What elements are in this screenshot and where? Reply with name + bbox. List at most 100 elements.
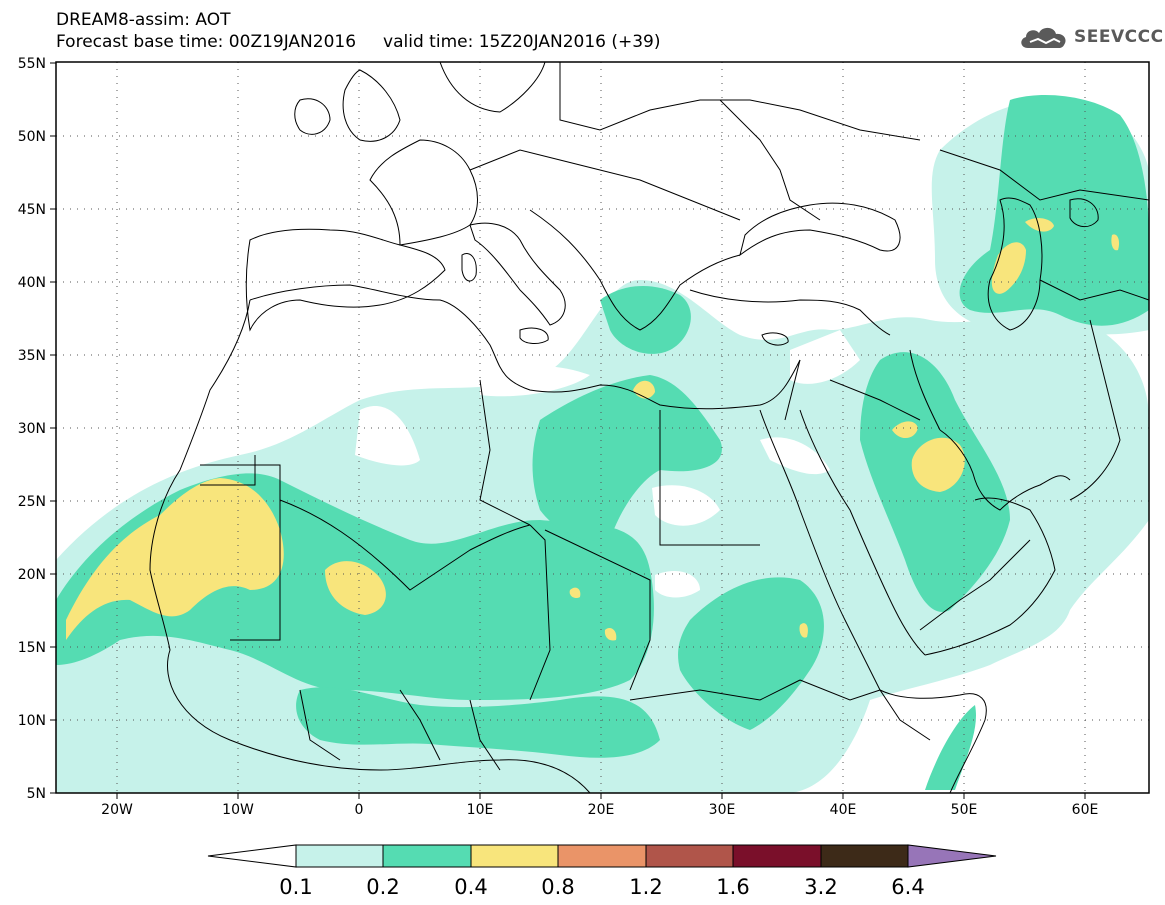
map-title: DREAM8-assim: AOT [56, 10, 231, 30]
aot-band-0.2-0.4 [56, 95, 1149, 790]
coast-levant [784, 359, 801, 421]
coast-france [369, 139, 478, 246]
aot-yellow-mauritania [66, 478, 284, 640]
colorbar-box-1.6-3.2 [732, 844, 822, 868]
colorbar-label-0.4: 0.4 [454, 875, 487, 899]
border-west-africa-south [299, 689, 341, 761]
colorbar-box-1.2-1.6 [645, 844, 734, 868]
colorbar-box-0.8-1.2 [557, 844, 647, 868]
coast-aral [1069, 198, 1099, 227]
border-sudan-south [629, 679, 801, 701]
aot-yellow-iraq [892, 421, 918, 439]
lon-label-60e: 60E [1072, 802, 1099, 818]
lat-label-50n: 50N [18, 129, 46, 145]
seevccc-logo: SEEVCCC [1018, 22, 1164, 52]
coast-britain [342, 69, 401, 142]
aot-yellow-chad-1 [569, 587, 581, 599]
colorbar-label-6.4: 6.4 [891, 875, 924, 899]
border-iran-east [1069, 319, 1121, 501]
aot-green-sahel [296, 687, 660, 758]
aot-green-libya-egypt [532, 375, 722, 541]
lat-label-15n: 15N [18, 640, 46, 656]
border-algeria-mali [279, 499, 531, 591]
border-turkmen [1039, 279, 1149, 301]
aot-yellow-chad-2 [604, 628, 617, 641]
colorbar-label-3.2: 3.2 [804, 875, 837, 899]
colorbar-box-3.2-6.4 [820, 844, 909, 868]
coast-iberia [245, 228, 446, 332]
coast-west-africa [149, 299, 591, 793]
border-niger-chad [529, 524, 551, 701]
lat-label-25n: 25N [18, 494, 46, 510]
colorbar-labels: 0.1 0.2 0.4 0.8 1.2 1.6 3.2 6.4 [279, 875, 924, 899]
coast-red-sea-east [799, 409, 926, 656]
lon-label-0: 0 [355, 802, 364, 818]
lat-labels: 55N 50N 45N 40N 35N 30N 25N 20N 15N 10N … [18, 56, 46, 802]
coast-ireland [294, 98, 331, 135]
coast-cyprus [761, 332, 789, 346]
lon-label-20e: 20E [588, 802, 615, 818]
colorbar-label-0.8: 0.8 [541, 875, 574, 899]
aot-green-sudan [678, 577, 824, 730]
lat-label-30n: 30N [18, 421, 46, 437]
coast-sardinia [461, 253, 477, 282]
axis-ticks [50, 62, 1086, 799]
lon-labels: 20W 10W 0 10E 20E 30E 40E 50E 60E [101, 802, 1098, 818]
aot-field [56, 95, 1149, 793]
lat-label-35n: 35N [18, 348, 46, 364]
map-subtitle-times: Forecast base time: 00Z19JAN2016 valid t… [56, 32, 661, 52]
lon-label-30e: 30E [709, 802, 736, 818]
colorbar-label-0.2: 0.2 [366, 875, 399, 899]
lon-label-40e: 40E [830, 802, 857, 818]
aot-band-below-0.1 [56, 330, 860, 598]
coast-black-sea [739, 202, 901, 257]
coast-balkans [529, 209, 741, 331]
border-iraq-iran [909, 349, 941, 431]
lat-label-20n: 20N [18, 567, 46, 583]
coast-sicily [519, 327, 549, 344]
lon-label-10w: 10W [222, 802, 254, 818]
border-saudi-north [829, 379, 921, 421]
coast-horn [879, 689, 987, 793]
coast-red-sea-west [759, 409, 881, 691]
logo-text: SEEVCCC [1074, 27, 1164, 47]
border-nigeria [399, 689, 441, 761]
lat-label-40n: 40N [18, 275, 46, 291]
border-chad-sudan [544, 529, 651, 691]
coast-turkey-south [689, 289, 891, 336]
lat-label-55n: 55N [18, 56, 46, 72]
border-eastern-europe [559, 62, 921, 141]
lat-label-45n: 45N [18, 202, 46, 218]
lat-label-10n: 10N [18, 713, 46, 729]
colorbar-label-0.1: 0.1 [279, 875, 312, 899]
colorbar-under-arrow [207, 844, 297, 868]
aot-yellow-caspian-2 [1025, 218, 1054, 232]
coast-scandinavia [439, 62, 546, 113]
border-ukraine-russia [719, 99, 821, 221]
graticule [56, 62, 1149, 793]
aot-yellow-mali [325, 561, 386, 615]
colorbar-label-1.6: 1.6 [716, 875, 749, 899]
border-central-europe [469, 149, 741, 221]
border-cameroon [469, 699, 501, 771]
colorbar-box-0.1-0.2 [295, 844, 384, 868]
border-saudi-yemen [919, 539, 1031, 631]
coastlines-borders [149, 62, 1149, 793]
coast-italy [469, 222, 566, 326]
border-kazakh [939, 149, 1149, 201]
aot-green-somalia [925, 705, 976, 790]
colorbar-box-0.4-0.8 [470, 844, 559, 868]
border-ethiopia [799, 679, 931, 741]
lon-label-20w: 20W [101, 802, 133, 818]
colorbar-box-0.2-0.4 [382, 844, 472, 868]
lon-label-50e: 50E [951, 802, 978, 818]
border-libya-egypt [659, 410, 760, 546]
border-sahara-1 [200, 464, 281, 641]
lon-label-10e: 10E [467, 802, 494, 818]
colorbar [207, 844, 997, 868]
coast-gulf [939, 429, 1071, 511]
coast-arabia-south [924, 497, 1056, 656]
cloud-icon [1021, 27, 1066, 48]
coast-med-south [249, 284, 801, 410]
